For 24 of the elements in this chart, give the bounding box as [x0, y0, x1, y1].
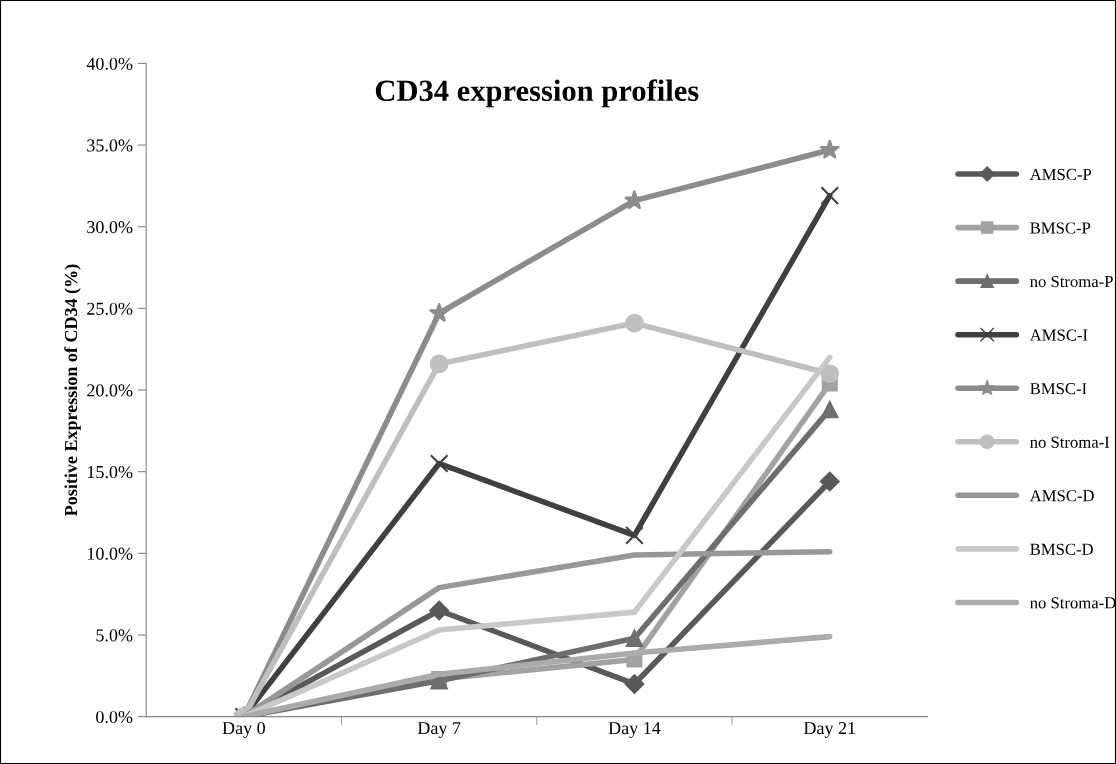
y-tick-label: 20.0%	[87, 384, 133, 397]
legend-label: BMSC-P	[1030, 222, 1091, 234]
legend-label: no Stroma-D	[1030, 597, 1116, 609]
chart-title: CD34 expression profiles	[375, 79, 699, 108]
y-tick-label: 40.0%	[86, 57, 133, 70]
x-tick-label: Day 14	[608, 722, 661, 738]
y-tick-label: 0.0%	[96, 710, 133, 724]
legend-label: BMSC-D	[1030, 543, 1093, 555]
legend-label: AMSC-D	[1029, 490, 1094, 502]
x-tick-label: Day 0	[222, 721, 265, 738]
y-tick-label: 35.0%	[87, 139, 133, 152]
y-tick-label: 15.0%	[87, 465, 133, 479]
y-axis-title: Positive Expression of CD34 (%)	[64, 264, 81, 516]
legend-label: no Stroma-P	[1030, 275, 1113, 288]
y-tick-label: 10.0%	[87, 547, 133, 560]
x-tick-label: Day 21	[803, 722, 855, 738]
y-tick-label: 5.0%	[96, 629, 133, 642]
x-tick-label: Day 7	[417, 722, 461, 738]
y-tick-label: 30.0%	[87, 220, 133, 234]
legend-label: BMSC-I	[1030, 383, 1087, 395]
legend-label: AMSC-I	[1029, 329, 1088, 341]
y-tick-label: 25.0%	[87, 302, 133, 315]
legend-label: no Stroma-I	[1030, 436, 1110, 448]
legend-label: AMSC-P	[1029, 168, 1092, 181]
